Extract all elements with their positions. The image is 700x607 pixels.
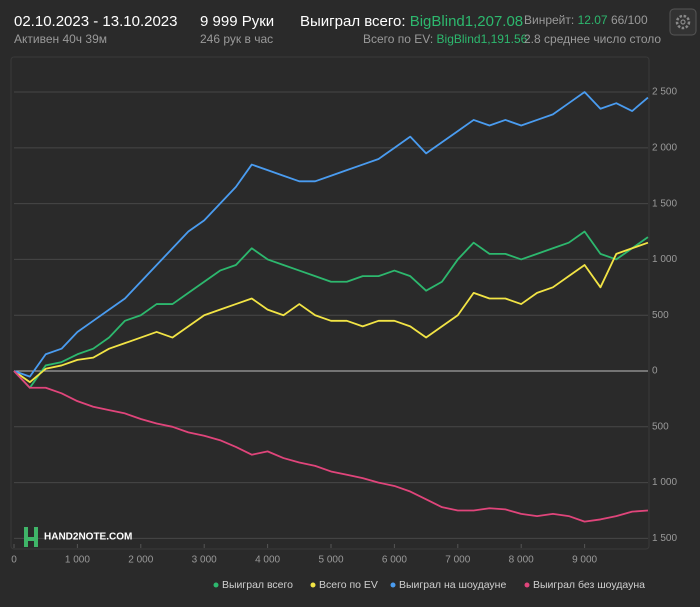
- series-line: [13, 241, 649, 384]
- y-tick-label: 2 000: [652, 142, 677, 153]
- y-tick-label: 1 500: [652, 198, 677, 209]
- ev-value: BigBlind1,191.56: [437, 32, 528, 46]
- legend: Выиграл всего Всего по EV Выиграл на шоуда…: [213, 579, 645, 591]
- tables: 2.8 среднее число столо: [524, 32, 661, 46]
- active-time: Активен 40ч 39м: [14, 32, 107, 46]
- period: 02.10.2023 - 13.10.2023: [14, 13, 177, 30]
- x-tick-label: 5 000: [318, 555, 343, 566]
- logo: HAND2NOTE.COM: [24, 527, 132, 547]
- won-label: Выиграл всего:: [300, 13, 406, 30]
- x-tick-label: 6 000: [382, 555, 407, 566]
- legend-marker: [390, 582, 396, 588]
- x-tick-label: 0: [11, 555, 17, 566]
- legend-label: Выиграл на шоудауне: [399, 579, 506, 591]
- x-tick-label: 3 000: [192, 555, 217, 566]
- ev-total: Всего по EV: BigBlind1,191.56: [363, 32, 528, 46]
- chart-panel: [10, 56, 650, 550]
- y-tick-label: 1 000: [652, 477, 677, 488]
- legend-marker: [310, 582, 316, 588]
- plot: 2 500 2 000 1 500 1 000 500 0 500 1 000 1 500 0 1 …: [11, 87, 677, 566]
- won-total: Выиграл всего: BigBlind1,207.08: [300, 13, 523, 30]
- y-tick-label: 500: [652, 421, 669, 432]
- y-tick-label: 1 000: [652, 254, 677, 265]
- y-tick-label: 500: [652, 310, 669, 321]
- winrate-rate: 66/100: [611, 13, 648, 27]
- legend-marker: [524, 582, 530, 588]
- y-tick-label: 1 500: [652, 533, 677, 544]
- x-tick-label: 1 000: [65, 555, 90, 566]
- legend-label: Выиграл всего: [222, 579, 293, 591]
- winrate: Винрейт: 12.07 66/100: [524, 13, 648, 27]
- won-value: BigBlind1,207.08: [410, 13, 523, 30]
- legend-marker: [213, 582, 219, 588]
- legend-label: Всего по EV: [319, 579, 378, 591]
- x-tick-label: 4 000: [255, 555, 280, 566]
- hands: 9 999 Руки: [200, 13, 274, 30]
- x-tick-label: 7 000: [445, 555, 470, 566]
- legend-label: Выиграл без шоудауна: [533, 579, 645, 591]
- hands-per-hour: 246 рук в час: [200, 32, 273, 46]
- y-tick-label: 2 500: [652, 87, 677, 98]
- settings-frame[interactable]: [669, 8, 697, 36]
- series-line: [13, 370, 649, 523]
- logo-icon: [24, 527, 38, 547]
- y-tick-label: 0: [652, 366, 658, 377]
- winrate-value: 12.07: [578, 13, 608, 27]
- series-line: [13, 91, 649, 378]
- settings-button[interactable]: [669, 8, 697, 36]
- gear[interactable]: [675, 14, 691, 30]
- gear-hole[interactable]: [680, 19, 686, 25]
- x-tick-label: 8 000: [509, 555, 534, 566]
- ev-label: Всего по EV:: [363, 32, 433, 46]
- series-line: [13, 230, 649, 389]
- logo-text: HAND2NOTE.COM: [44, 532, 132, 543]
- x-tick-label: 9 000: [572, 555, 597, 566]
- winrate-label: Винрейт:: [524, 13, 574, 27]
- x-tick-label: 2 000: [128, 555, 153, 566]
